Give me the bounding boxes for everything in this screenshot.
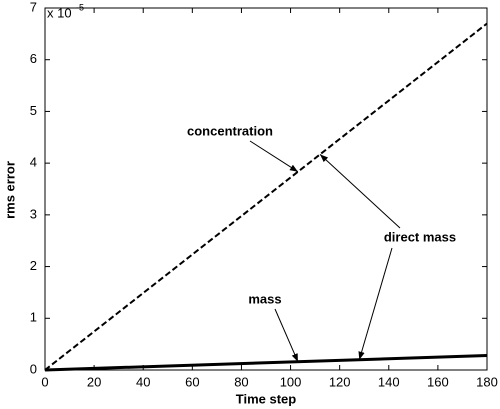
annotation-arrow xyxy=(358,247,393,360)
x-tick-label: 0 xyxy=(41,374,48,389)
plot-frame xyxy=(44,7,488,371)
y-tick-label: 6 xyxy=(30,51,37,66)
x-tick-label: 60 xyxy=(185,374,199,389)
y-tick-label: 2 xyxy=(30,258,37,273)
annotation-arrow xyxy=(274,308,299,362)
x-axis-label: Time step xyxy=(236,391,297,406)
series-line xyxy=(44,354,488,372)
annotation: direct mass xyxy=(384,229,456,244)
y-tick-label: 5 xyxy=(30,103,37,118)
y-tick-label: 7 xyxy=(30,0,37,14)
x-tick-label: 40 xyxy=(136,374,150,389)
series-line xyxy=(44,22,488,371)
y-tick-label: 0 xyxy=(30,361,37,376)
x-tick-label: 100 xyxy=(280,374,302,389)
y-axis-label: rms error xyxy=(2,161,17,219)
x-tick-label: 140 xyxy=(378,374,400,389)
annotation: mass xyxy=(248,291,281,306)
annotation-arrow xyxy=(249,140,299,173)
x-tick-label: 180 xyxy=(476,374,498,389)
x-tick-label: 80 xyxy=(234,374,248,389)
x-tick-label: 120 xyxy=(329,374,351,389)
y-scale-exponent: -5 xyxy=(76,2,84,12)
y-tick-label: 1 xyxy=(30,310,37,325)
y-scale-base: x 10 xyxy=(47,5,72,20)
y-tick-label: 4 xyxy=(30,155,37,170)
x-tick-label: 160 xyxy=(427,374,449,389)
y-tick-label: 3 xyxy=(30,206,37,221)
x-tick-label: 20 xyxy=(87,374,101,389)
annotation: concentration xyxy=(187,123,273,138)
annotation-arrow xyxy=(319,154,401,229)
